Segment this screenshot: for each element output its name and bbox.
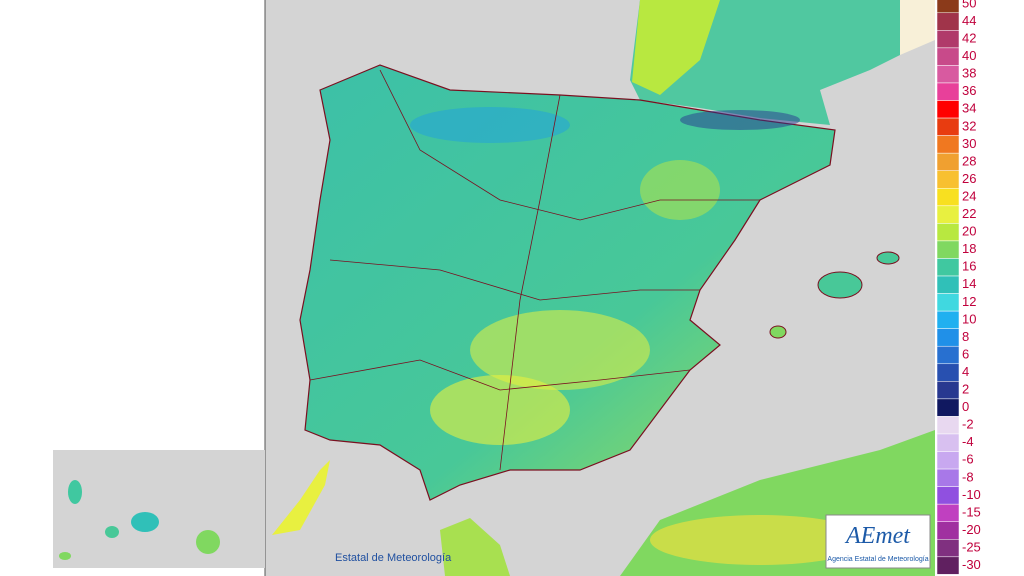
legend-swatch xyxy=(936,100,960,119)
legend-swatch xyxy=(936,381,960,400)
legend-swatch xyxy=(936,416,960,435)
legend-label: 6 xyxy=(962,346,969,361)
legend-swatch xyxy=(936,205,960,224)
mallorca xyxy=(817,271,863,299)
island xyxy=(272,460,330,535)
legend-swatch xyxy=(936,82,960,101)
border xyxy=(499,94,561,471)
legend-label: 4 xyxy=(962,364,969,379)
legend-swatch xyxy=(936,310,960,329)
legend-label: 40 xyxy=(962,48,976,63)
warm-zone xyxy=(430,375,570,445)
legend-swatch xyxy=(936,539,960,558)
warm-zone xyxy=(650,515,870,565)
canary-inset xyxy=(53,450,265,568)
legend-label: 44 xyxy=(962,13,976,28)
warm-zone xyxy=(640,160,720,220)
island xyxy=(105,526,119,538)
border xyxy=(379,69,760,221)
legend-label: 30 xyxy=(962,136,976,151)
legend-label: -30 xyxy=(962,557,981,572)
island xyxy=(131,512,159,532)
legend-label: 26 xyxy=(962,171,976,186)
legend-swatch xyxy=(936,521,960,540)
ibiza xyxy=(769,325,787,339)
legend-label: -25 xyxy=(962,539,981,554)
legend-label: 16 xyxy=(962,259,976,274)
legend-swatch xyxy=(936,293,960,312)
warm-zone xyxy=(470,310,650,390)
legend-label: 20 xyxy=(962,224,976,239)
credit-text: Estatal de Meteorología xyxy=(335,552,452,564)
legend-swatch xyxy=(936,188,960,207)
legend-swatch xyxy=(936,258,960,277)
legend-swatch xyxy=(936,47,960,66)
legend-label: 2 xyxy=(962,382,969,397)
legend-swatch xyxy=(936,451,960,470)
legend-label: 28 xyxy=(962,153,976,168)
cool-zone xyxy=(680,110,800,130)
legend-swatch xyxy=(936,65,960,84)
legend-label: 42 xyxy=(962,31,976,46)
legend-label: 18 xyxy=(962,241,976,256)
legend-label: -8 xyxy=(962,469,974,484)
legend-swatch xyxy=(936,328,960,347)
legend-label: -20 xyxy=(962,522,981,537)
logo-name: AEmet xyxy=(844,523,911,549)
legend-swatch xyxy=(936,398,960,417)
legend-label: 10 xyxy=(962,311,976,326)
france-west xyxy=(632,0,720,95)
legend-label: 38 xyxy=(962,66,976,81)
legend-label: 32 xyxy=(962,118,976,133)
legend: 5044424038363432302826242220181614121086… xyxy=(936,0,981,575)
legend-label: -6 xyxy=(962,452,974,467)
legend-label: 12 xyxy=(962,294,976,309)
legend-label: 34 xyxy=(962,101,976,116)
legend-swatch xyxy=(936,12,960,31)
legend-swatch xyxy=(936,223,960,242)
legend-swatch xyxy=(936,117,960,136)
legend-label: 36 xyxy=(962,83,976,98)
logo-subtitle: Agencia Estatal de Meteorología xyxy=(827,556,928,563)
legend-label: -10 xyxy=(962,487,981,502)
legend-swatch xyxy=(936,486,960,505)
africa-west xyxy=(440,518,510,576)
legend-swatch xyxy=(936,345,960,365)
menorca xyxy=(876,251,900,265)
outside-area xyxy=(900,0,935,55)
legend-swatch xyxy=(936,240,960,259)
island xyxy=(68,480,82,504)
legend-swatch xyxy=(936,556,960,575)
legend-label: 22 xyxy=(962,206,976,221)
island xyxy=(59,552,71,560)
border xyxy=(309,359,691,391)
legend-label: 24 xyxy=(962,188,976,203)
legend-label: 14 xyxy=(962,276,976,291)
legend-swatch xyxy=(936,170,960,189)
legend-label: 50 xyxy=(962,0,976,10)
legend-label: 8 xyxy=(962,329,969,344)
legend-label: 0 xyxy=(962,399,969,414)
legend-swatch xyxy=(936,152,960,171)
legend-swatch xyxy=(936,0,960,14)
legend-swatch xyxy=(936,135,960,154)
island xyxy=(196,530,220,554)
legend-swatch xyxy=(936,30,960,49)
legend-label: -2 xyxy=(962,417,974,432)
legend-swatch xyxy=(936,363,960,382)
border xyxy=(329,259,700,301)
logo-box xyxy=(825,514,931,569)
cool-zone xyxy=(410,107,570,143)
legend-swatch xyxy=(936,275,960,294)
legend-swatch xyxy=(936,433,960,452)
legend-swatch xyxy=(936,468,960,487)
legend-label: -4 xyxy=(962,434,974,449)
legend-label: -15 xyxy=(962,504,981,519)
legend-swatch xyxy=(936,503,960,522)
